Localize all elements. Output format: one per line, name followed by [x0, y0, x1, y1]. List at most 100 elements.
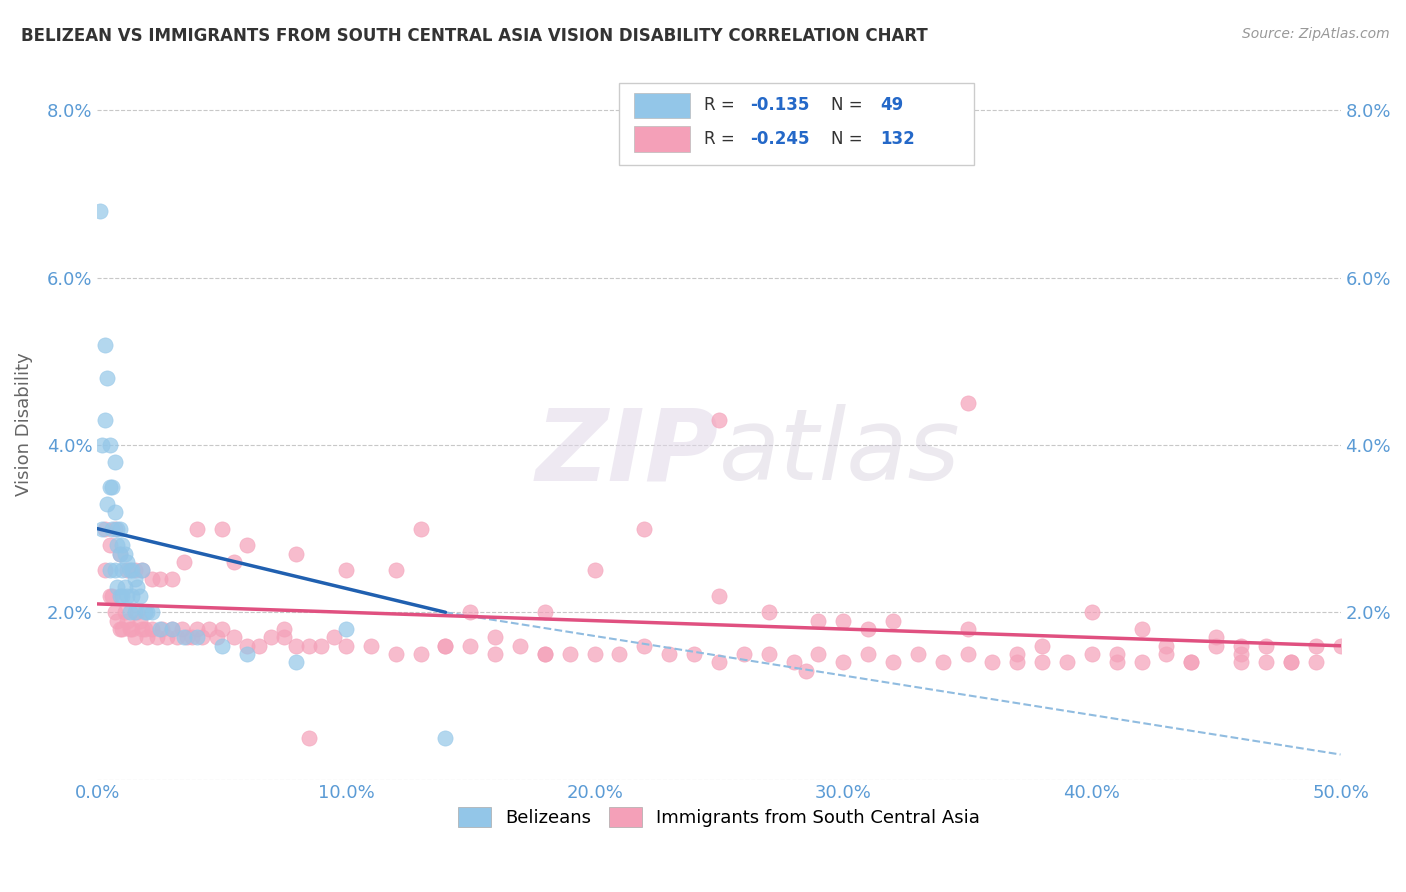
Legend: Belizeans, Immigrants from South Central Asia: Belizeans, Immigrants from South Central… — [451, 799, 987, 835]
Point — [882, 656, 904, 670]
Point — [94, 522, 117, 536]
Point — [285, 656, 308, 670]
Point — [101, 480, 124, 494]
Point — [104, 605, 127, 619]
Point — [384, 564, 406, 578]
Point — [856, 647, 879, 661]
Point — [198, 622, 221, 636]
Point — [1254, 656, 1277, 670]
Point — [124, 572, 146, 586]
Point — [758, 605, 780, 619]
Point — [832, 614, 855, 628]
Point — [558, 647, 581, 661]
Point — [235, 639, 257, 653]
Point — [166, 631, 188, 645]
Point — [98, 589, 121, 603]
Point — [98, 438, 121, 452]
Point — [114, 605, 136, 619]
Point — [758, 647, 780, 661]
Point — [96, 497, 118, 511]
Point — [633, 639, 655, 653]
Text: 49: 49 — [880, 96, 904, 114]
Point — [807, 647, 830, 661]
Point — [956, 396, 979, 410]
Point — [1230, 656, 1253, 670]
Point — [1205, 639, 1227, 653]
Point — [141, 605, 163, 619]
Point — [160, 622, 183, 636]
Point — [98, 538, 121, 552]
Point — [1305, 656, 1327, 670]
Point — [235, 647, 257, 661]
Point — [105, 538, 128, 552]
Point — [309, 639, 332, 653]
Point — [176, 631, 198, 645]
Point — [111, 564, 134, 578]
Point — [121, 622, 143, 636]
Point — [124, 631, 146, 645]
Point — [186, 522, 208, 536]
Point — [118, 564, 141, 578]
Point — [534, 605, 557, 619]
Point — [191, 631, 214, 645]
Point — [1130, 622, 1153, 636]
Point — [108, 547, 131, 561]
Point — [1279, 656, 1302, 670]
Point — [131, 622, 153, 636]
Point — [131, 564, 153, 578]
Point — [409, 522, 432, 536]
Point — [707, 589, 730, 603]
Point — [141, 622, 163, 636]
Point — [134, 622, 156, 636]
Point — [108, 522, 131, 536]
Point — [583, 564, 606, 578]
Point — [683, 647, 706, 661]
Point — [91, 438, 114, 452]
Point — [1180, 656, 1202, 670]
Point — [1156, 639, 1178, 653]
Text: R =: R = — [704, 96, 735, 114]
Point — [298, 731, 321, 745]
Point — [1105, 656, 1128, 670]
Point — [1105, 647, 1128, 661]
Point — [108, 589, 131, 603]
Text: N =: N = — [831, 130, 862, 148]
Point — [981, 656, 1004, 670]
Point — [173, 631, 195, 645]
Point — [111, 589, 134, 603]
Point — [186, 631, 208, 645]
Point — [733, 647, 755, 661]
Point — [235, 538, 257, 552]
Point — [285, 547, 308, 561]
FancyBboxPatch shape — [634, 126, 690, 152]
Text: N =: N = — [831, 96, 862, 114]
Point — [115, 564, 138, 578]
Point — [707, 413, 730, 427]
Point — [156, 631, 179, 645]
Point — [633, 522, 655, 536]
Point — [856, 622, 879, 636]
Point — [118, 622, 141, 636]
Point — [1230, 639, 1253, 653]
Point — [124, 564, 146, 578]
Point — [160, 572, 183, 586]
Point — [335, 564, 357, 578]
Point — [434, 639, 457, 653]
Point — [1130, 656, 1153, 670]
Point — [141, 572, 163, 586]
Point — [1007, 656, 1029, 670]
Point — [101, 522, 124, 536]
Point — [609, 647, 631, 661]
Point — [1031, 656, 1053, 670]
Point — [509, 639, 531, 653]
Point — [298, 639, 321, 653]
Point — [409, 647, 432, 661]
Point — [111, 538, 134, 552]
Point — [335, 639, 357, 653]
Point — [121, 564, 143, 578]
Point — [1056, 656, 1078, 670]
Point — [534, 647, 557, 661]
Point — [1031, 639, 1053, 653]
Point — [114, 580, 136, 594]
Point — [832, 656, 855, 670]
